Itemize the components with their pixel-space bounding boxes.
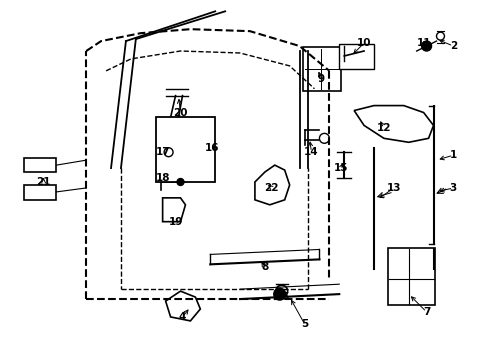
Polygon shape [24,185,56,200]
Polygon shape [24,158,56,172]
Text: 13: 13 [386,183,400,193]
Text: 10: 10 [356,38,370,48]
Polygon shape [254,165,289,205]
Text: 6: 6 [281,292,288,302]
Text: 9: 9 [317,74,325,84]
Circle shape [177,179,183,185]
Text: 20: 20 [173,108,187,117]
Text: 8: 8 [261,262,268,272]
Bar [155,117,215,182]
Text: 1: 1 [449,150,456,160]
Text: 16: 16 [204,143,219,153]
Text: 17: 17 [155,147,170,157]
Text: 15: 15 [333,163,348,173]
Text: 12: 12 [376,123,390,134]
Text: 21: 21 [36,177,51,187]
Text: 3: 3 [449,183,456,193]
Text: 19: 19 [168,217,183,227]
Text: 7: 7 [422,307,429,317]
Text: 22: 22 [264,183,279,193]
Polygon shape [165,291,200,321]
Text: 14: 14 [304,147,318,157]
Text: 4: 4 [179,312,186,322]
Circle shape [273,288,285,300]
Text: 2: 2 [449,41,456,51]
Text: 11: 11 [415,38,430,48]
Text: 5: 5 [300,319,307,329]
Polygon shape [163,198,185,222]
Bar [339,44,373,69]
Circle shape [421,41,431,51]
Text: 18: 18 [155,173,169,183]
Polygon shape [353,105,433,142]
FancyBboxPatch shape [387,248,434,305]
FancyBboxPatch shape [302,47,341,91]
